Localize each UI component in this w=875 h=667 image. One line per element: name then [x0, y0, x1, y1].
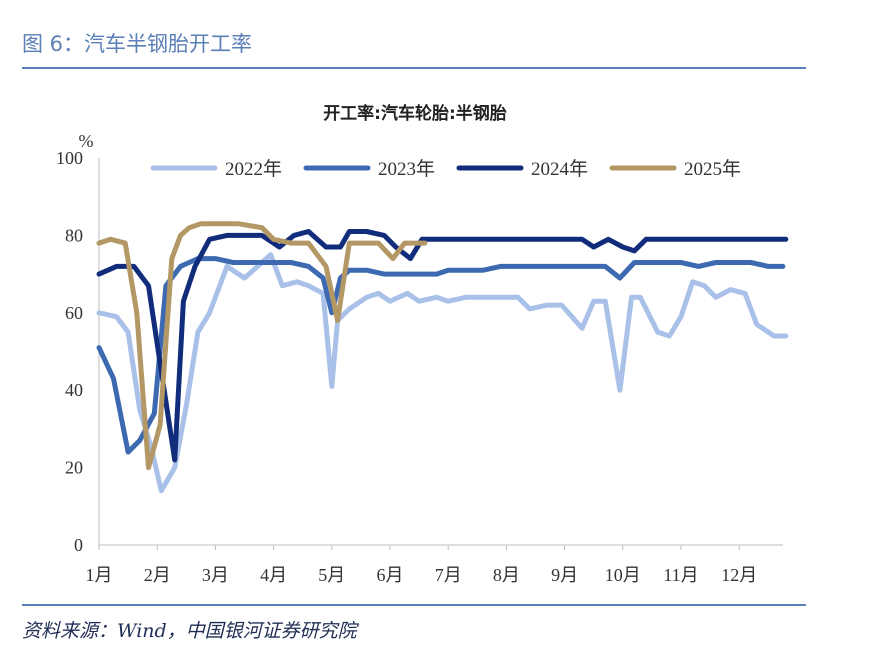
x-tick-label: 8月: [493, 565, 520, 585]
series-lines: [96, 221, 789, 494]
legend-label: 2024年: [531, 158, 588, 180]
source-note: 资料来源：Wind，中国银河证券研究院: [22, 620, 357, 642]
y-tick-label: 100: [56, 148, 83, 168]
x-tick-label: 10月: [605, 565, 641, 585]
top-rule: [22, 67, 806, 69]
y-tick-label: 20: [65, 458, 83, 478]
legend: 2022年 2023年 2024年 2025年: [150, 158, 741, 180]
y-axis-unit: %: [79, 131, 94, 151]
x-tick-label: 2月: [144, 565, 171, 585]
x-tick-label: 12月: [721, 565, 757, 585]
legend-label: 2025年: [684, 158, 741, 180]
x-tick-label: 7月: [435, 565, 462, 585]
axes: 0 20 40 60 80 100 1月 2月 3月 4月 5月 6月 7月 8月 9月 10月 11月 12月: [56, 148, 783, 585]
y-tick-label: 0: [74, 535, 83, 555]
y-tick-label: 80: [65, 225, 83, 245]
x-tick-label: 3月: [202, 565, 229, 585]
x-tick-label: 4月: [260, 565, 287, 585]
bottom-rule: [22, 604, 806, 606]
series-line-2022年: [96, 252, 789, 494]
series-line-2025年: [96, 221, 428, 471]
y-tick-label: 60: [65, 303, 83, 323]
y-tick-label: 40: [65, 380, 83, 400]
series-line-2023年: [96, 256, 786, 455]
x-tick-label: 6月: [377, 565, 404, 585]
x-tick-label: 1月: [86, 565, 113, 585]
legend-label: 2023年: [378, 158, 435, 180]
chart-title: 开工率:汽车轮胎:半钢胎: [323, 103, 507, 124]
x-tick-label: 5月: [318, 565, 345, 585]
x-tick-label: 11月: [663, 565, 698, 585]
x-tick-label: 9月: [551, 565, 578, 585]
figure-title: 图 6：汽车半钢胎开工率: [22, 32, 253, 56]
series-line-2024年: [96, 229, 789, 463]
legend-label: 2022年: [225, 158, 282, 180]
